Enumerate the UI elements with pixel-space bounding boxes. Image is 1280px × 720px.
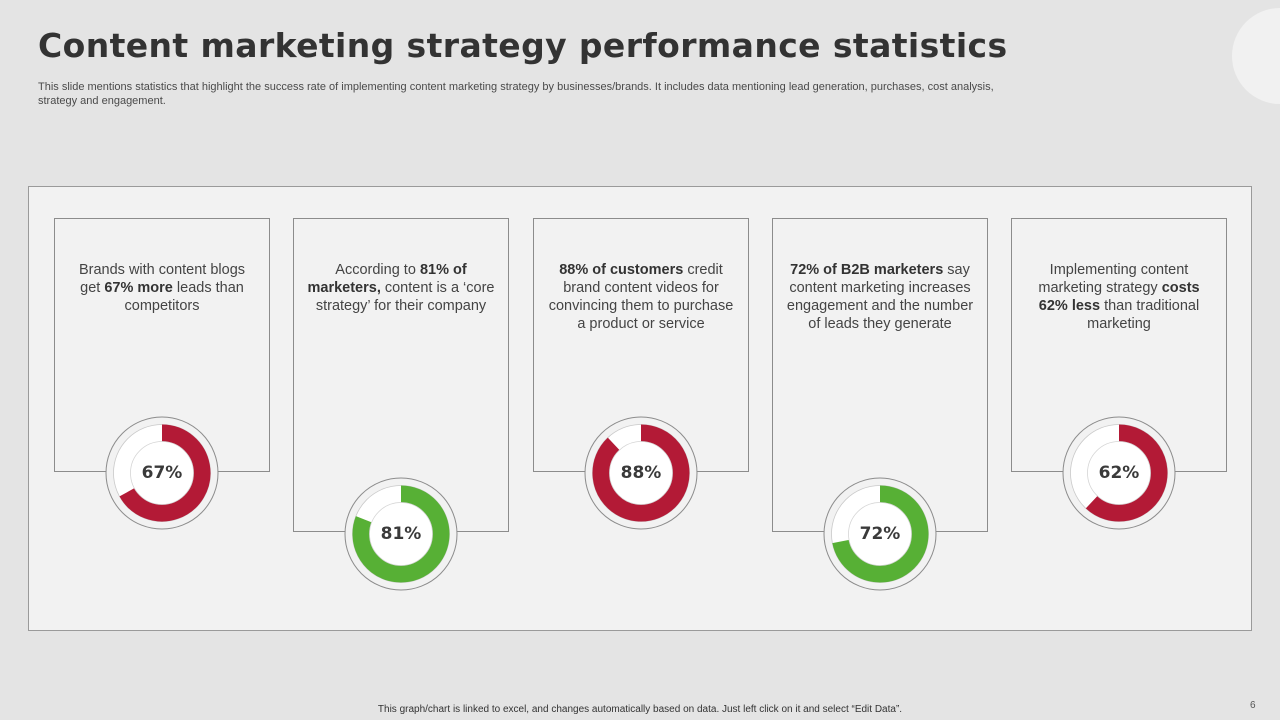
stat-highlight: costs 62% less — [1038, 280, 1200, 314]
footer-note: This graph/chart is linked to excel, and… — [377, 704, 903, 715]
donut-value-slice — [1085, 424, 1168, 522]
donut-svg — [1062, 416, 1176, 530]
page-number: 6 — [1250, 700, 1256, 711]
stat-card-text: Brands with content blogs get 67% more l… — [67, 261, 257, 315]
donut-value-label: 72% — [859, 524, 901, 544]
stat-highlight: 72% of B2B marketers — [790, 262, 944, 278]
stat-text: Brands with content blogs get — [78, 262, 246, 296]
stat-text: credit brand content videos for convinci… — [548, 262, 734, 332]
donut-value-slice — [119, 424, 211, 522]
donut-center — [848, 502, 912, 566]
donut-center — [130, 441, 194, 505]
stat-card-text: 88% of customers credit brand content vi… — [546, 261, 736, 333]
donut-value-slice — [592, 424, 690, 522]
donut-chart-1: 67% — [104, 415, 220, 531]
donut-value-slice — [352, 485, 450, 583]
stat-text: According to — [335, 262, 420, 278]
donut-chart-5: 62% — [1061, 415, 1177, 531]
donut-center — [609, 441, 673, 505]
donut-svg — [823, 477, 937, 591]
stat-text: leads than competitors — [124, 280, 244, 314]
donut-value-label: 67% — [141, 463, 183, 483]
stat-text: Implementing content marketing strategy — [1038, 262, 1189, 296]
donut-center — [1087, 441, 1151, 505]
page-title: Content marketing strategy performance s… — [38, 26, 1008, 65]
statistics-panel: Brands with content blogs get 67% more l… — [28, 186, 1252, 631]
donut-value-label: 88% — [620, 463, 662, 483]
page-subtitle: This slide mentions statistics that high… — [38, 81, 994, 107]
donut-svg — [105, 416, 219, 530]
donut-chart-2: 81% — [343, 476, 459, 592]
stat-highlight: 67% more — [104, 280, 173, 296]
donut-chart-4: 72% — [822, 476, 938, 592]
decorative-corner-circle — [1232, 8, 1280, 104]
stat-highlight: 81% of marketers, — [307, 262, 467, 296]
stat-card-text: 72% of B2B marketers say content marketi… — [785, 261, 975, 333]
stat-card-text: According to 81% of marketers, content i… — [306, 261, 496, 315]
donut-value-slice — [832, 485, 929, 583]
donut-chart-3: 88% — [583, 415, 699, 531]
donut-center — [369, 502, 433, 566]
stat-text: content is a ‘core strategy’ for their c… — [315, 280, 495, 314]
stat-card-text: Implementing content marketing strategy … — [1024, 261, 1214, 333]
donut-svg — [344, 477, 458, 591]
donut-value-label: 62% — [1098, 463, 1140, 483]
donut-svg — [584, 416, 698, 530]
stat-highlight: 88% of customers — [559, 262, 684, 278]
stat-text: than traditional marketing — [1087, 298, 1200, 332]
donut-value-label: 81% — [380, 524, 422, 544]
stat-text: say content marketing increases engageme… — [786, 262, 974, 332]
